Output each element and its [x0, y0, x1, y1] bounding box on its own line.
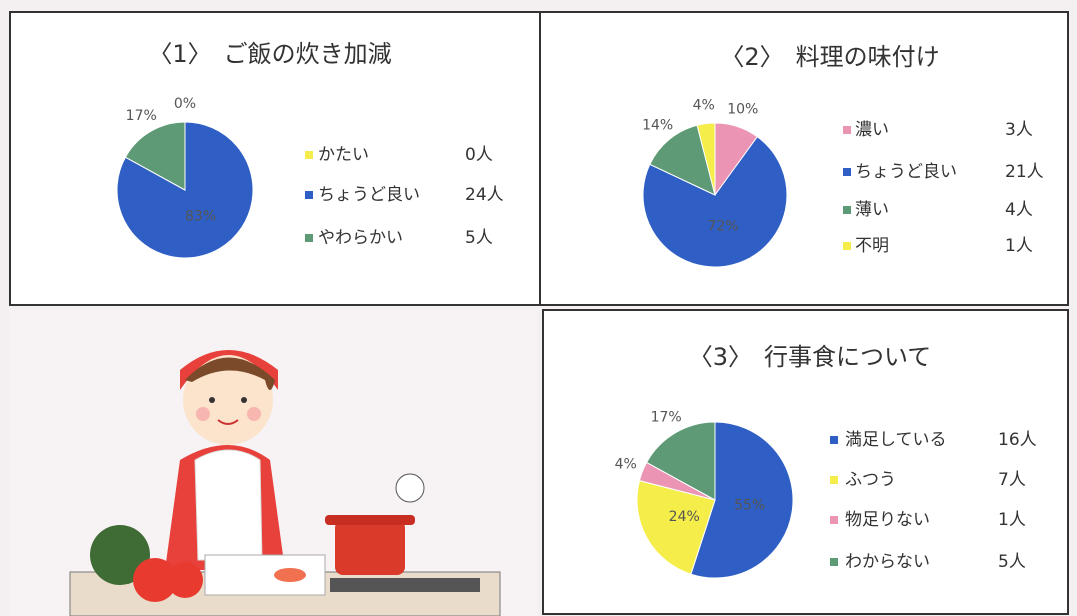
legend-label: やわらかい — [318, 228, 403, 248]
legend-label: 物足りない — [845, 510, 930, 530]
legend-label: 不明 — [855, 236, 889, 256]
data-label: 4% — [693, 98, 715, 114]
legend-swatch — [843, 168, 851, 176]
legend-count: 1人 — [1005, 236, 1033, 256]
legend-swatch — [305, 151, 313, 159]
legend-label: 濃い — [855, 120, 889, 140]
legend-count: 4人 — [1005, 200, 1033, 220]
legend-label: ふつう — [845, 470, 896, 490]
data-label: 4% — [615, 457, 637, 473]
legend-label: 満足している — [845, 430, 947, 450]
legend-swatch — [830, 558, 838, 566]
data-label: 17% — [126, 108, 157, 124]
legend-label: ちょうど良い — [855, 162, 957, 182]
data-label: 14% — [642, 118, 673, 134]
legend-swatch — [830, 436, 838, 444]
legend-count: 5人 — [465, 228, 493, 248]
legend-label: 薄い — [855, 200, 889, 220]
legend-count: 5人 — [998, 552, 1026, 572]
data-label: 24% — [669, 509, 700, 525]
chart-title: 〈1〉 ご飯の炊き加減 — [148, 40, 391, 68]
legend-swatch — [843, 242, 851, 250]
legend-swatch — [305, 191, 313, 199]
data-label: 83% — [185, 208, 216, 224]
data-label: 17% — [651, 409, 682, 425]
legend-count: 1人 — [998, 510, 1026, 530]
legend-swatch — [830, 516, 838, 524]
data-label: 55% — [734, 497, 765, 513]
legend-swatch — [843, 126, 851, 134]
legend-count: 3人 — [1005, 120, 1033, 140]
data-label: 0% — [174, 96, 196, 112]
data-label: 72% — [707, 218, 738, 234]
legend-swatch — [830, 476, 838, 484]
legend-count: 16人 — [998, 430, 1037, 450]
legend-count: 0人 — [465, 145, 493, 165]
legend-swatch — [843, 206, 851, 214]
legend-count: 7人 — [998, 470, 1026, 490]
chart-title: 〈2〉 料理の味付け — [720, 43, 939, 71]
illustration — [10, 310, 538, 616]
legend-swatch — [305, 234, 313, 242]
chart-title: 〈3〉 行事食について — [689, 343, 932, 371]
legend-count: 21人 — [1005, 162, 1044, 182]
page: 〈1〉 ご飯の炊き加減 0% かたい 0人 83% ちょうど良い 24人 17% やわらかい 5人… — [0, 0, 1077, 616]
legend-count: 24人 — [465, 185, 504, 205]
data-label: 10% — [727, 101, 758, 117]
legend-label: わからない — [845, 552, 930, 572]
legend-label: ちょうど良い — [318, 185, 420, 205]
legend-label: かたい — [318, 145, 369, 165]
